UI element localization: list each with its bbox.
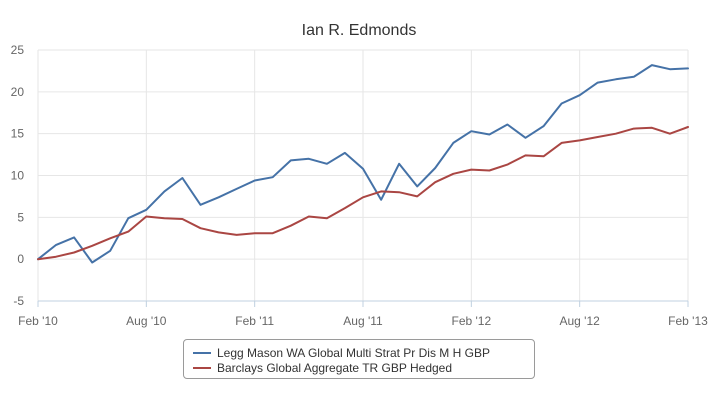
x-tick-label: Feb '11 bbox=[235, 314, 274, 328]
grid-lines bbox=[37, 49, 689, 302]
x-tick-label: Feb '12 bbox=[452, 314, 492, 328]
legend-item-barclays[interactable]: Barclays Global Aggregate TR GBP Hedged bbox=[193, 360, 452, 376]
legend-swatch-barclays bbox=[193, 367, 211, 369]
series-lines bbox=[37, 64, 689, 264]
series-line-barclays bbox=[37, 126, 689, 261]
chart-title: Ian R. Edmonds bbox=[302, 22, 417, 39]
x-tick-label: Aug '12 bbox=[560, 314, 601, 328]
legend-label-legg-mason: Legg Mason WA Global Multi Strat Pr Dis … bbox=[217, 346, 490, 360]
series-line-legg-mason bbox=[37, 64, 689, 264]
legend: Legg Mason WA Global Multi Strat Pr Dis … bbox=[183, 339, 535, 379]
x-tick-label: Feb '10 bbox=[18, 314, 58, 328]
y-tick-label: -5 bbox=[13, 294, 24, 308]
axes: -5 0 5 10 15 20 25 Feb '10 Aug '10 Feb '11 Aug '11… bbox=[11, 43, 709, 328]
y-tick-label: 15 bbox=[11, 127, 25, 141]
y-tick-label: 20 bbox=[11, 85, 25, 99]
legend-label-barclays: Barclays Global Aggregate TR GBP Hedged bbox=[217, 361, 453, 375]
x-tick-label: Feb '13 bbox=[668, 314, 708, 328]
legend-item-legg-mason[interactable]: Legg Mason WA Global Multi Strat Pr Dis … bbox=[193, 345, 490, 361]
y-tick-label: 5 bbox=[17, 210, 24, 224]
y-tick-label: 10 bbox=[11, 169, 25, 183]
legend-swatch-legg-mason bbox=[193, 352, 211, 354]
x-tick-label: Aug '10 bbox=[126, 314, 167, 328]
y-tick-label: 25 bbox=[11, 43, 25, 57]
x-tick-label: Aug '11 bbox=[343, 314, 383, 328]
y-tick-label: 0 bbox=[17, 252, 24, 266]
